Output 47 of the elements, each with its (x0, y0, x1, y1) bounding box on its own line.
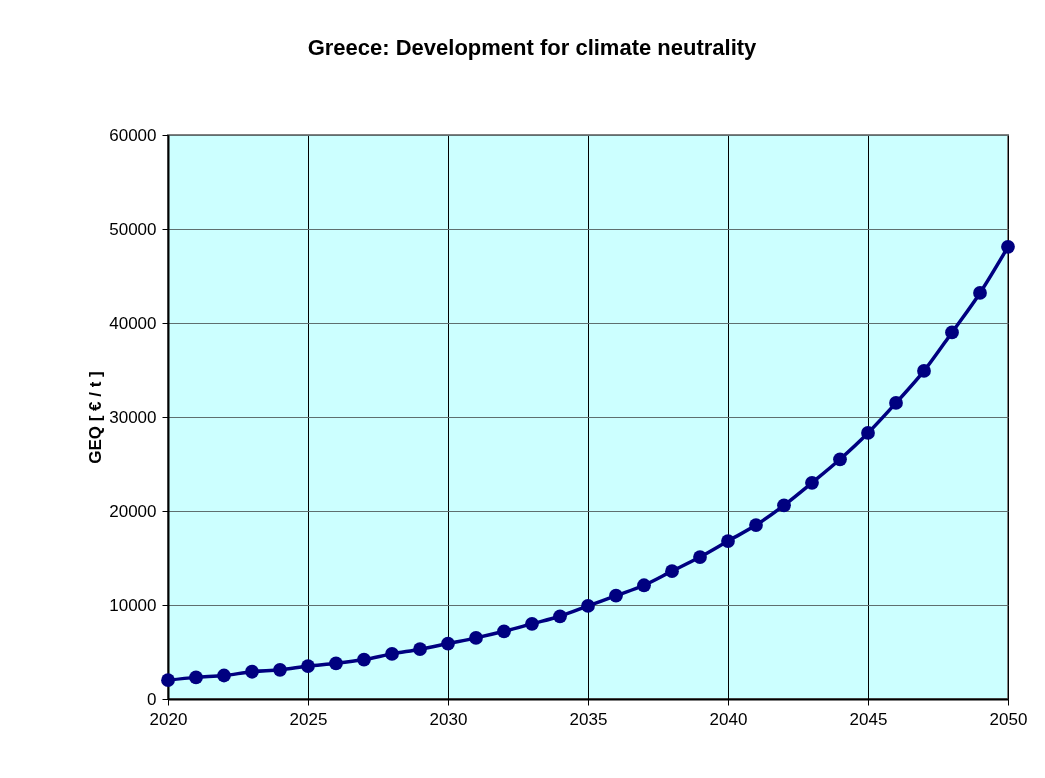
point (441, 636, 455, 651)
x-tick-label: 2050 (989, 709, 1028, 729)
point (861, 426, 875, 440)
point (665, 564, 679, 579)
point (385, 647, 399, 661)
x-tick-label: 2025 (289, 709, 328, 729)
point (693, 550, 707, 564)
y-tick-label: 40000 (109, 313, 157, 333)
point (749, 518, 763, 532)
point (301, 659, 315, 673)
point (581, 599, 595, 613)
point (357, 652, 371, 667)
y-tick-label: 20000 (109, 501, 157, 521)
point (833, 452, 847, 467)
y-tick-label: 10000 (109, 595, 157, 615)
point (553, 609, 567, 624)
point (245, 664, 259, 679)
y-tick-label: 60000 (109, 125, 157, 145)
y-axis-title: GEQ [ € / t ] (86, 371, 106, 464)
x-tick-label: 2040 (709, 709, 748, 729)
x-tick-label: 2030 (429, 709, 468, 729)
point (413, 642, 427, 657)
point (945, 325, 959, 340)
chart-title: Greece: Development for climate neutrality (307, 35, 758, 60)
point (609, 588, 623, 603)
point (469, 631, 483, 645)
point (805, 475, 819, 490)
point (329, 656, 343, 671)
x-tick-label: 2035 (569, 709, 608, 729)
point (497, 624, 511, 639)
point (217, 668, 231, 683)
point (189, 670, 203, 685)
point (525, 616, 539, 631)
y-tick-label: 0 (147, 689, 157, 709)
point (1001, 239, 1015, 254)
point (777, 498, 791, 513)
x-tick-label: 2020 (149, 709, 188, 729)
point (637, 578, 651, 593)
x-tick-label: 2045 (849, 709, 888, 729)
point (161, 673, 175, 688)
point (721, 534, 735, 548)
point (889, 396, 903, 410)
point (917, 364, 931, 378)
y-tick-label: 30000 (109, 407, 157, 427)
point (273, 662, 287, 677)
y-tick-label: 50000 (109, 219, 157, 239)
point (973, 286, 987, 300)
